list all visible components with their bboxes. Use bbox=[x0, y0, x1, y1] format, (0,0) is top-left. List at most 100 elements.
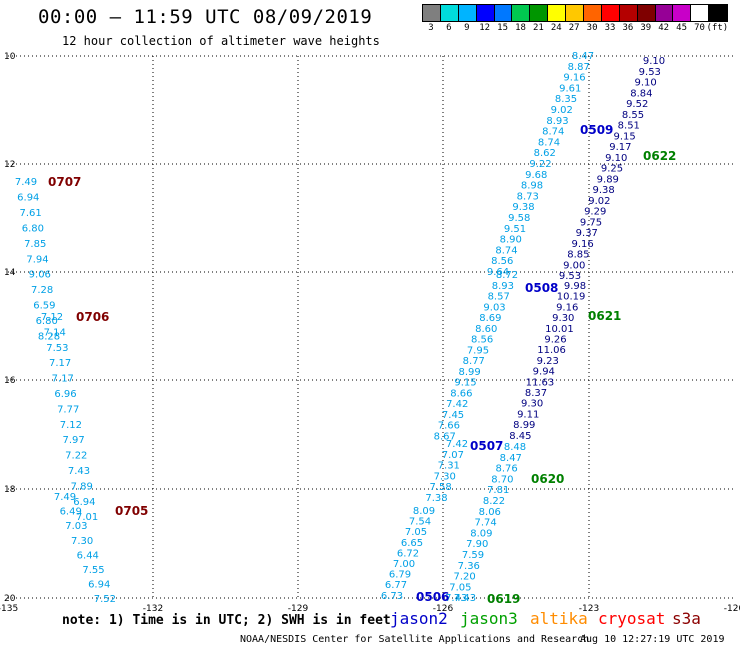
wave-height-value: 7.42 bbox=[446, 399, 468, 410]
wave-height-value: 7.07 bbox=[442, 450, 464, 461]
track-time-label: 0621 bbox=[588, 309, 621, 323]
wave-height-value: 9.10 bbox=[643, 56, 665, 67]
wave-height-value: 7.85 bbox=[24, 239, 46, 250]
color-swatch bbox=[691, 5, 710, 21]
wave-height-value: 7.05 bbox=[449, 582, 471, 593]
wave-height-value: 8.22 bbox=[483, 496, 505, 507]
wave-height-value: 8.28 bbox=[38, 332, 60, 343]
wave-height-value: 9.02 bbox=[588, 196, 610, 207]
color-scale-label: 30 bbox=[586, 23, 598, 33]
wave-height-value: 8.09 bbox=[470, 528, 492, 539]
wave-height-value: 8.45 bbox=[509, 431, 531, 442]
wave-height-value: 7.74 bbox=[474, 518, 496, 529]
wave-height-value: 8.93 bbox=[546, 116, 568, 127]
legend-item-altika: altika bbox=[530, 609, 588, 628]
track-time-label: 0706 bbox=[76, 310, 109, 324]
color-swatch bbox=[423, 5, 441, 21]
color-swatch bbox=[655, 5, 674, 21]
wave-height-value: 8.70 bbox=[491, 474, 513, 485]
color-scale-label: 21 bbox=[532, 23, 544, 33]
wave-height-value: 7.43 bbox=[68, 466, 90, 477]
wave-height-value: 11.06 bbox=[537, 345, 566, 356]
wave-height-value: 7.17 bbox=[49, 358, 71, 369]
color-scale-label: 6 bbox=[446, 23, 452, 33]
wave-height-value: 9.89 bbox=[597, 174, 619, 185]
wave-height-value: 7.53 bbox=[46, 343, 68, 354]
lat-tick-label: 18 bbox=[4, 485, 16, 495]
color-scale-label: 15 bbox=[497, 23, 509, 33]
wave-height-value: 8.73 bbox=[517, 191, 539, 202]
wave-height-value: 8.99 bbox=[513, 420, 535, 431]
wave-height-value: 7.55 bbox=[82, 565, 104, 576]
wave-height-value: 7.12 bbox=[60, 420, 82, 431]
wave-height-value: 7.45 bbox=[442, 410, 464, 421]
wave-height-value: 9.26 bbox=[544, 335, 566, 346]
color-scale-label: 42 bbox=[658, 23, 670, 33]
color-scale-bar bbox=[422, 4, 729, 22]
wave-height-value: 7.61 bbox=[19, 208, 41, 219]
lon-tick-label: -126 bbox=[433, 604, 454, 614]
wave-height-value: 9.15 bbox=[613, 131, 635, 142]
wave-height-value: 9.10 bbox=[605, 153, 627, 164]
wave-height-value: 8.47 bbox=[500, 453, 522, 464]
track-time-label: 0509 bbox=[580, 123, 613, 137]
wave-height-value: 8.56 bbox=[471, 335, 493, 346]
wave-height-value: 7.54 bbox=[409, 517, 431, 528]
wave-height-value: 7.14 bbox=[44, 327, 66, 338]
wave-height-value: 8.69 bbox=[479, 313, 501, 324]
wave-height-value: 9.02 bbox=[551, 105, 573, 116]
wave-height-value: 8.76 bbox=[495, 464, 517, 475]
timestamp-text: Aug 10 12:27:19 UTC 2019 bbox=[580, 634, 725, 645]
wave-height-value: 7.43 bbox=[454, 593, 476, 604]
wave-height-value: 8.74 bbox=[538, 137, 560, 148]
wave-height-value: 6.94 bbox=[17, 192, 39, 203]
wave-height-value: 9.17 bbox=[609, 142, 631, 153]
color-scale-label: 18 bbox=[515, 23, 526, 33]
lon-tick-label: -129 bbox=[288, 604, 309, 614]
wave-height-value: 8.74 bbox=[542, 127, 564, 138]
track-time-label: 0620 bbox=[531, 472, 564, 486]
color-scale-label: (ft) bbox=[706, 23, 729, 33]
wave-height-value: 9.15 bbox=[454, 378, 476, 389]
wave-height-value: 9.58 bbox=[508, 213, 530, 224]
wave-height-value: 9.10 bbox=[634, 78, 656, 89]
wave-height-value: 8.48 bbox=[504, 442, 526, 453]
wave-height-value: 8.84 bbox=[630, 88, 652, 99]
legend-item-jason3: jason3 bbox=[460, 609, 518, 628]
wave-height-value: 8.47 bbox=[572, 51, 594, 62]
wave-height-value: 10.01 bbox=[545, 324, 574, 335]
lon-tick-label: -132 bbox=[143, 604, 163, 614]
color-scale-label: 36 bbox=[622, 23, 634, 33]
wave-height-value: 8.99 bbox=[459, 367, 481, 378]
color-swatch bbox=[566, 5, 585, 21]
wave-height-value: 7.30 bbox=[71, 536, 93, 547]
wave-height-value: 8.60 bbox=[475, 324, 497, 335]
wave-height-value: 8.56 bbox=[491, 256, 513, 267]
wave-height-value: 9.64 bbox=[487, 267, 509, 278]
wave-height-value: 7.20 bbox=[453, 572, 475, 583]
wave-height-value: 6.94 bbox=[73, 497, 95, 508]
color-scale-label: 24 bbox=[550, 23, 562, 33]
color-scale-label: 33 bbox=[604, 23, 616, 33]
color-swatch bbox=[673, 5, 692, 21]
wave-height-value: 7.01 bbox=[76, 512, 98, 523]
wave-height-value: 9.22 bbox=[529, 159, 551, 170]
wave-height-value: 9.06 bbox=[29, 270, 51, 281]
wave-height-value: 6.80 bbox=[36, 316, 58, 327]
wave-height-value: 6.44 bbox=[77, 550, 99, 561]
wave-height-value: 7.00 bbox=[393, 559, 415, 570]
track-time-label: 0705 bbox=[115, 504, 148, 518]
wave-height-value: 8.66 bbox=[450, 388, 472, 399]
lat-tick-label: 12 bbox=[4, 160, 15, 170]
page-title: 00:00 – 11:59 UTC 08/09/2019 bbox=[38, 6, 373, 28]
track-time-label: 0622 bbox=[643, 149, 676, 163]
wave-height-value: 8.57 bbox=[488, 292, 510, 303]
lat-tick-label: 16 bbox=[4, 376, 16, 386]
color-swatch bbox=[709, 5, 728, 21]
wave-height-value: 7.58 bbox=[429, 482, 451, 493]
wave-height-value: 8.74 bbox=[495, 245, 517, 256]
lon-tick-label: -135 bbox=[0, 604, 18, 614]
wave-height-value: 9.98 bbox=[564, 281, 586, 292]
wave-height-value: 8.06 bbox=[479, 507, 501, 518]
wave-height-value: 6.73 bbox=[381, 591, 403, 602]
